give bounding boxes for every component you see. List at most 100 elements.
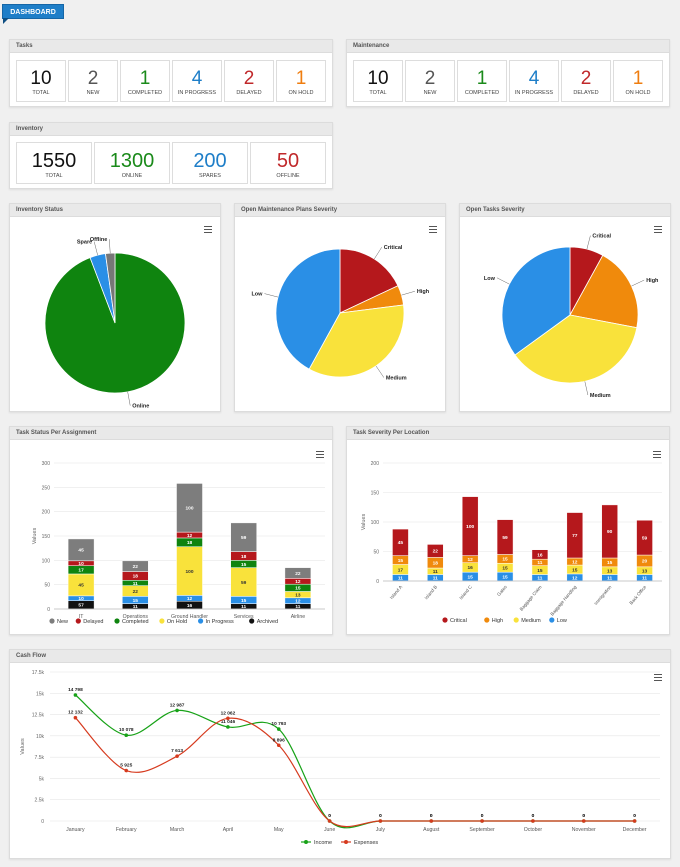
legend-marker (513, 617, 519, 623)
legend-item: On Hold (167, 619, 187, 625)
chart-menu-icon[interactable] (654, 226, 662, 233)
line-point (226, 725, 230, 729)
y-tick-label: 300 (42, 461, 51, 467)
point-data-label: 7 613 (171, 748, 183, 754)
point-data-label: 0 (532, 813, 535, 819)
bar-data-label: 100 (185, 569, 193, 575)
stat-tile-in-progress[interactable]: 4 IN PROGRESS (172, 60, 222, 102)
bar-data-label: 15 (468, 574, 474, 580)
bar-data-label: 13 (642, 568, 648, 574)
legend-marker (484, 617, 490, 623)
stat-label: SPARES (199, 173, 221, 179)
stat-tile-completed[interactable]: 1 COMPLETED (457, 60, 507, 102)
stat-label: NEW (86, 90, 100, 96)
y-tick-label: 150 (371, 491, 380, 497)
stat-tile-completed[interactable]: 1 COMPLETED (120, 60, 170, 102)
stat-tile-total[interactable]: 10 TOTAL (353, 60, 403, 102)
y-tick-label: 0 (376, 579, 379, 585)
stat-tile-new[interactable]: 2 NEW (68, 60, 118, 102)
stat-tile-delayed[interactable]: 2 DELAYED (561, 60, 611, 102)
chart-menu-icon[interactable] (204, 226, 212, 233)
point-data-label: 0 (328, 813, 331, 819)
x-tick-label: IT (79, 614, 84, 620)
task-severity-panel: Open Tasks Severity Critical High Medium Lo… (459, 203, 671, 412)
y-tick-label: 250 (42, 485, 51, 491)
stat-tile-on-hold[interactable]: 1 ON HOLD (276, 60, 326, 102)
chart-menu-icon[interactable] (429, 226, 437, 233)
bar-data-label: 11 (398, 576, 403, 582)
stat-label: TOTAL (369, 90, 387, 96)
chart-menu-icon[interactable] (654, 674, 662, 681)
stat-label: OFFLINE (276, 173, 300, 179)
tasks-panel: Tasks 10 TOTAL 2 NEW 1 COMPLETED 4 IN PROGRESS 2… (9, 39, 333, 107)
line-point (480, 819, 484, 823)
legend-item: Low (557, 618, 567, 624)
bar-data-label: 22 (295, 571, 301, 577)
chart-menu-icon[interactable] (653, 451, 661, 458)
bar-data-label: 13 (607, 568, 613, 574)
pie-leader-line (586, 235, 591, 250)
bar-data-label: 10 (78, 561, 84, 567)
dashboard-tag[interactable]: DASHBOARD (2, 4, 64, 24)
point-data-label: 0 (379, 813, 382, 819)
bar-data-label: 100 (185, 506, 193, 512)
legend-marker (249, 618, 255, 624)
x-tick-label: Operations (123, 614, 149, 620)
x-tick-label: December (623, 827, 647, 833)
bar-data-label: 11 (433, 576, 438, 582)
stat-tile-total[interactable]: 1550 TOTAL (16, 142, 92, 184)
stat-value: 10 (367, 68, 389, 89)
bar-data-label: 45 (398, 540, 404, 546)
stat-value: 1300 (109, 150, 155, 172)
y-tick-label: 15k (36, 691, 45, 697)
point-data-label: 0 (481, 813, 484, 819)
y-tick-label: 200 (42, 510, 51, 516)
stat-tile-online[interactable]: 1300 ONLINE (94, 142, 170, 184)
x-tick-label: Island A (389, 584, 404, 600)
line-series-expenses (74, 717, 635, 828)
legend-item: Expenses (354, 840, 378, 846)
bar-data-label: 77 (572, 533, 578, 539)
tasks-title: Tasks (10, 40, 332, 53)
stat-tile-total[interactable]: 10 TOTAL (16, 60, 66, 102)
line-point (632, 819, 637, 823)
x-tick-label: September (469, 827, 495, 833)
point-data-label: 12 132 (68, 710, 83, 716)
stat-tile-spares[interactable]: 200 SPARES (172, 142, 248, 184)
y-tick-label: 200 (371, 461, 380, 467)
stat-tile-offline[interactable]: 50 OFFLINE (250, 142, 326, 184)
bar-data-label: 15 (133, 598, 139, 604)
stat-value: 1 (476, 68, 488, 89)
bar-data-label: 22 (133, 589, 139, 595)
inventory-title: Inventory (10, 123, 332, 136)
bar-segment (427, 544, 444, 558)
y-tick-label: 12.5k (32, 713, 45, 719)
line-point (175, 754, 179, 758)
legend-marker (442, 617, 448, 623)
stat-value: 4 (191, 68, 203, 89)
stat-tile-on-hold[interactable]: 1 ON HOLD (613, 60, 663, 102)
y-tick-label: 0 (47, 607, 50, 613)
bar-data-label: 59 (502, 535, 508, 541)
maintenance-panel: Maintenance 10 TOTAL 2 NEW 1 COMPLETED 4 IN PRO… (346, 39, 670, 107)
bar-data-label: 12 (295, 579, 301, 585)
legend-marker (549, 617, 555, 623)
point-data-label: 11 046 (221, 719, 236, 725)
legend-item: Archived (257, 619, 278, 625)
chart-menu-icon[interactable] (316, 451, 324, 458)
bar-data-label: 10 (78, 596, 84, 602)
stat-label: COMPLETED (464, 90, 500, 96)
point-data-label: 0 (633, 813, 636, 819)
line-point (531, 819, 535, 823)
stat-tile-in-progress[interactable]: 4 IN PROGRESS (509, 60, 559, 102)
point-data-label: 0 (379, 813, 382, 819)
x-tick-label: Island C (458, 584, 473, 601)
stat-tile-new[interactable]: 2 NEW (405, 60, 455, 102)
stat-label: DELAYED (236, 90, 262, 96)
stat-label: ON HOLD (625, 90, 651, 96)
stat-tile-delayed[interactable]: 2 DELAYED (224, 60, 274, 102)
y-tick-label: 17.5k (32, 670, 45, 676)
tasks-stats: 10 TOTAL 2 NEW 1 COMPLETED 4 IN PROGRESS 2 DELAYE… (16, 60, 328, 102)
bar-data-label: 15 (502, 557, 508, 563)
legend-item: Income (314, 840, 332, 846)
